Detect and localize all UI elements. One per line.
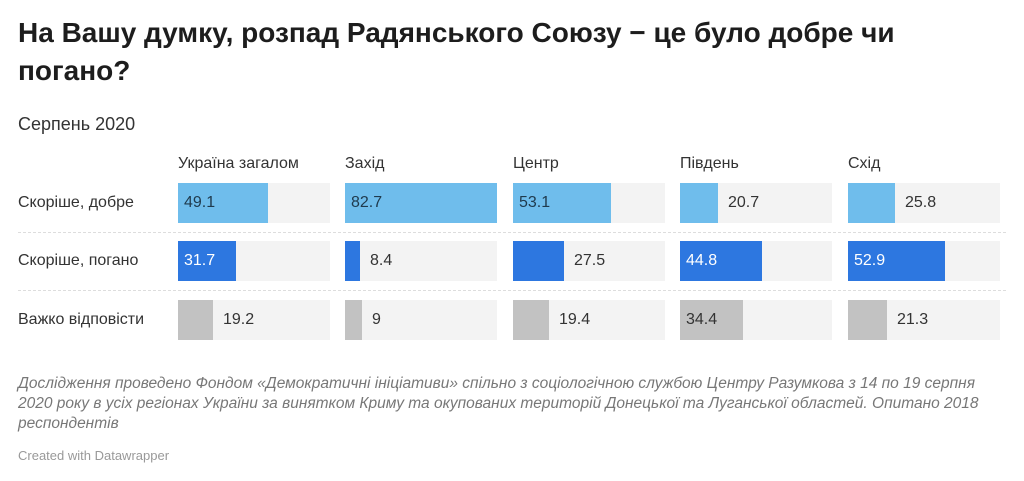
value-label: 19.2 (223, 311, 255, 328)
row-label: Важко відповісти (18, 311, 145, 328)
bar (178, 183, 268, 223)
column-header: Схід (848, 155, 881, 172)
bar-track: 8.4 (345, 241, 497, 281)
chart-notes: Дослідження проведено Фондом «Демократич… (18, 375, 979, 432)
value-label: 44.8 (686, 252, 718, 269)
credit-link[interactable]: Created with Datawrapper (18, 448, 170, 463)
bar-track: 52.9 (848, 241, 1000, 281)
bar (178, 241, 236, 281)
value-label: 25.8 (905, 194, 937, 211)
value-label: 21.3 (897, 311, 929, 328)
chart-title: На Вашу думку, розпад Радянського Союзу … (18, 17, 895, 86)
bar (848, 300, 887, 340)
bar-track: 19.4 (513, 300, 665, 340)
bar (680, 183, 718, 223)
value-label: 27.5 (574, 252, 606, 269)
value-label: 82.7 (351, 194, 383, 211)
value-label: 53.1 (519, 194, 551, 211)
bar-track: 20.7 (680, 183, 832, 223)
bar-track: 34.4 (680, 300, 832, 340)
bar (848, 241, 945, 281)
row-separator (18, 232, 1006, 233)
bar (848, 183, 895, 223)
value-label: 52.9 (854, 252, 886, 269)
column-header: Південь (680, 155, 739, 172)
chart-subtitle: Серпень 2020 (18, 114, 136, 134)
bar (513, 300, 549, 340)
bar-track: 44.8 (680, 241, 832, 281)
bar (345, 300, 362, 340)
row-label: Скоріше, добре (18, 194, 134, 211)
bar (680, 300, 743, 340)
value-label: 9 (372, 311, 381, 328)
value-label: 20.7 (728, 194, 760, 211)
column-header: Захід (345, 155, 385, 172)
bar-track: 9 (345, 300, 497, 340)
bar (345, 183, 497, 223)
value-label: 34.4 (686, 311, 718, 328)
bar (513, 241, 564, 281)
bar-track: 21.3 (848, 300, 1000, 340)
column-header: Центр (513, 155, 559, 172)
bar (680, 241, 762, 281)
bar (345, 241, 360, 281)
bar (513, 183, 611, 223)
value-label: 31.7 (184, 252, 216, 269)
bar-track: 53.1 (513, 183, 665, 223)
value-label: 19.4 (559, 311, 591, 328)
bar-track: 27.5 (513, 241, 665, 281)
bar-track: 82.7 (345, 183, 497, 223)
column-header: Україна загалом (178, 155, 299, 172)
row-separator (18, 290, 1006, 291)
bar-track: 31.7 (178, 241, 330, 281)
bar (178, 300, 213, 340)
bar-track: 19.2 (178, 300, 330, 340)
value-label: 49.1 (184, 194, 216, 211)
value-label: 8.4 (370, 252, 393, 269)
row-label: Скоріше, погано (18, 252, 139, 269)
bar-track: 49.1 (178, 183, 330, 223)
bar-track: 25.8 (848, 183, 1000, 223)
